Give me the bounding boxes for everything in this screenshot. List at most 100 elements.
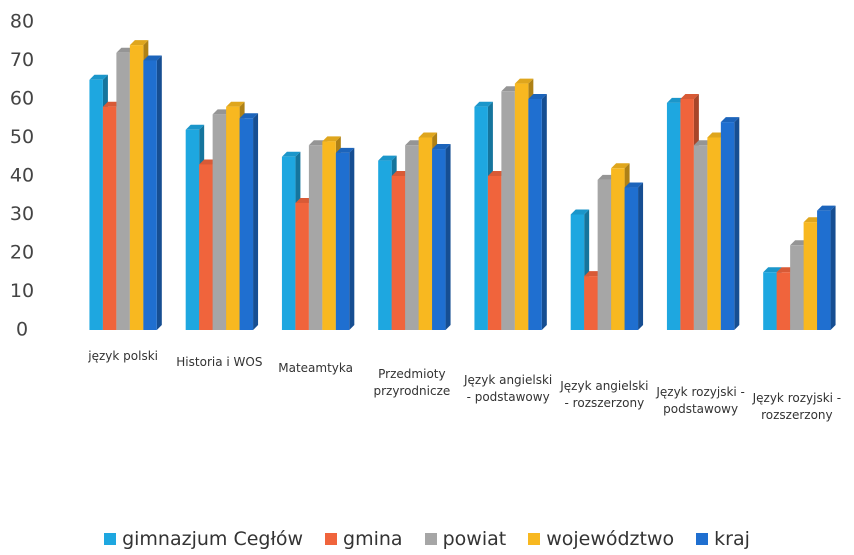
- bar: [474, 106, 488, 330]
- bar-top: [418, 132, 438, 138]
- bar: [378, 160, 392, 330]
- bar: [116, 52, 130, 331]
- legend-item: gmina: [325, 528, 403, 550]
- bar: [570, 214, 585, 330]
- legend-label: gimnazjum Cegłów: [122, 528, 304, 550]
- bar: [528, 99, 542, 330]
- bar: [707, 137, 721, 330]
- bar: [776, 272, 791, 330]
- legend-label: kraj: [714, 528, 750, 550]
- bar: [281, 156, 296, 330]
- bar: [693, 145, 708, 330]
- legend-item: kraj: [696, 528, 750, 550]
- bar-top: [624, 182, 644, 188]
- bar-side: [734, 117, 740, 330]
- y-tick-label: 20: [10, 242, 34, 264]
- bar: [501, 91, 515, 330]
- bar-top: [528, 94, 547, 99]
- y-tick-label: 60: [10, 88, 34, 110]
- y-tick-label: 0: [16, 319, 28, 341]
- bar-top: [322, 136, 341, 142]
- legend-swatch: [325, 533, 338, 545]
- y-tick-label: 80: [10, 11, 34, 33]
- bar-top: [226, 101, 245, 107]
- bar: [487, 176, 502, 330]
- bar: [666, 102, 681, 330]
- x-tick-label: język polski: [88, 349, 158, 363]
- bar-side: [253, 113, 259, 330]
- bar-top: [680, 94, 699, 99]
- bar-side: [830, 205, 836, 330]
- x-tick-label: Język angielski - rozszerzony: [560, 379, 649, 410]
- bar: [624, 187, 639, 330]
- bar: [597, 179, 612, 330]
- legend-swatch: [104, 533, 117, 545]
- bar: [514, 83, 529, 330]
- bar: [584, 276, 598, 330]
- bar-top: [335, 147, 355, 153]
- legend: gimnazjum Cegłów gmina powiat województwo kr…: [0, 528, 854, 550]
- bar-top: [239, 113, 259, 119]
- y-tick-label: 70: [10, 49, 34, 71]
- bar-top: [720, 117, 740, 123]
- legend-label: województwo: [546, 528, 675, 550]
- bar-top: [432, 144, 451, 150]
- bar-side: [541, 94, 547, 330]
- legend-swatch: [424, 533, 437, 545]
- legend-item: województwo: [528, 528, 674, 550]
- y-tick-label: 10: [10, 280, 34, 302]
- x-tick-label: Język angielski - podstawowy: [464, 373, 553, 404]
- bar: [295, 202, 309, 330]
- legend-swatch: [696, 533, 709, 545]
- bar-top: [514, 78, 534, 84]
- bar-top: [570, 209, 590, 215]
- bar: [803, 222, 818, 330]
- bar: [432, 149, 446, 330]
- bar-top: [378, 155, 397, 161]
- bar: [226, 106, 240, 330]
- bar: [817, 210, 831, 330]
- bar: [790, 245, 804, 330]
- x-tick-label: Język rozyjski - podstawowy: [656, 385, 745, 416]
- bar: [763, 272, 777, 330]
- x-tick-label: Historia i WOS: [176, 355, 263, 369]
- y-tick-label: 40: [10, 165, 34, 187]
- bar: [391, 176, 406, 330]
- legend-label: powiat: [442, 528, 507, 550]
- bar-top: [763, 267, 782, 273]
- bar: [418, 137, 433, 330]
- legend-item: gimnazjum Cegłów: [104, 528, 303, 550]
- bar: [129, 45, 144, 330]
- bar-top: [817, 205, 836, 211]
- bar: [680, 99, 694, 330]
- bar-top: [185, 124, 205, 130]
- bar-side: [156, 55, 162, 330]
- bar: [405, 145, 419, 330]
- bar-side: [349, 147, 355, 330]
- bar: [89, 79, 103, 330]
- x-tick-label: Mateamtyka: [278, 361, 353, 375]
- bar: [335, 152, 350, 330]
- bar: [308, 145, 323, 330]
- bar-top: [89, 74, 108, 80]
- bar-top: [281, 151, 301, 157]
- bar: [102, 106, 117, 330]
- bar-side: [638, 182, 644, 330]
- y-tick-label: 30: [10, 203, 34, 225]
- legend-item: powiat: [424, 528, 507, 550]
- bar: [322, 141, 336, 330]
- bar: [185, 129, 200, 330]
- bar-top: [143, 55, 162, 61]
- bar-top: [129, 40, 149, 46]
- legend-swatch: [528, 533, 541, 545]
- bar: [143, 60, 157, 330]
- bar: [212, 114, 227, 331]
- bar: [199, 164, 213, 330]
- x-tick-label: Przedmioty przyrodnicze: [373, 367, 451, 398]
- bar-top: [474, 101, 493, 107]
- bar: [611, 168, 625, 330]
- bar-side: [445, 144, 451, 330]
- bar: [239, 118, 254, 330]
